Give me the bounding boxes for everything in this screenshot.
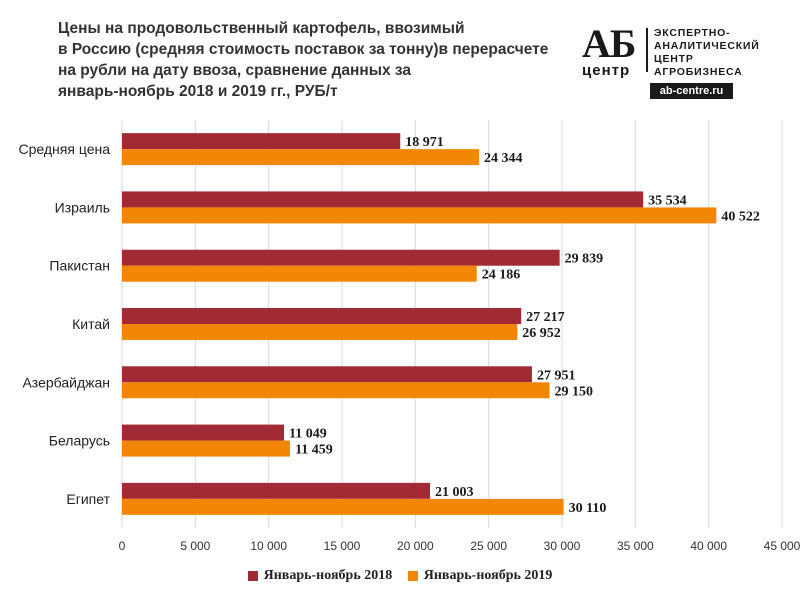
title-line-3: на рубли на дату ввоза, сравнение данных… xyxy=(58,62,412,79)
bar-2018-5 xyxy=(122,424,285,441)
category-label-0: Средняя цена xyxy=(19,141,111,157)
logo-caption: ЭКСПЕРТНО- АНАЛИТИЧЕСКИЙ ЦЕНТР АГРОБИЗНЕ… xyxy=(654,27,760,79)
data-label-2018-6: 21 003 xyxy=(435,485,474,500)
logo-caption-line-3: ЦЕНТР xyxy=(654,53,694,65)
category-label-2: Пакистан xyxy=(49,258,110,274)
title-line-4: январь-ноябрь 2018 и 2019 гг., РУБ/т xyxy=(58,83,338,100)
bar-2018-3 xyxy=(122,308,522,324)
bar-2018-0 xyxy=(122,133,401,150)
data-label-2019-1: 40 522 xyxy=(721,209,760,224)
data-label-2019-2: 24 186 xyxy=(482,268,521,283)
x-tick-label-1: 5 000 xyxy=(180,539,210,553)
bar-2019-0 xyxy=(122,149,480,166)
x-tick-label-9: 45 000 xyxy=(764,539,800,553)
logo-divider xyxy=(646,28,648,72)
bar-2018-4 xyxy=(122,366,532,383)
data-label-2018-4: 27 951 xyxy=(537,368,576,383)
x-tick-label-0: 0 xyxy=(119,539,126,553)
bar-2019-6 xyxy=(122,498,564,515)
legend-label-2018: Январь-ноябрь 2018 xyxy=(263,568,393,583)
logo-centr-text: центр xyxy=(582,62,631,79)
data-label-2018-5: 11 049 xyxy=(289,427,327,442)
bar-2018-2 xyxy=(122,249,560,266)
legend-label-2019: Январь-ноябрь 2019 xyxy=(423,568,553,583)
logo-caption-line-1: ЭКСПЕРТНО- xyxy=(654,27,731,39)
data-label-2019-5: 11 459 xyxy=(295,443,333,458)
x-tick-label-5: 25 000 xyxy=(470,539,507,553)
logo-ab-text: АБ xyxy=(582,21,636,66)
data-label-2019-6: 30 110 xyxy=(569,501,607,516)
bar-2019-4 xyxy=(122,382,550,399)
chart-title: Цены на продовольственный картофель, вво… xyxy=(58,18,573,102)
category-label-5: Беларусь xyxy=(49,433,110,449)
category-label-4: Азербайджан xyxy=(22,374,110,390)
x-tick-label-2: 10 000 xyxy=(250,539,287,553)
category-label-6: Египет xyxy=(66,491,110,507)
x-tick-label-8: 40 000 xyxy=(690,539,727,553)
data-label-2019-4: 29 150 xyxy=(555,384,594,399)
bar-2019-5 xyxy=(122,440,291,457)
chart-legend: Январь-ноябрь 2018 Январь-ноябрь 2019 xyxy=(0,568,800,586)
logo-caption-line-2: АНАЛИТИЧЕСКИЙ xyxy=(654,40,760,52)
bar-2018-1 xyxy=(122,191,644,208)
title-line-2: в Россию (средняя стоимость поставок за … xyxy=(58,41,549,58)
bar-2018-6 xyxy=(122,482,431,499)
logo-caption-line-4: АГРОБИЗНЕСА xyxy=(654,66,743,78)
x-tick-label-3: 15 000 xyxy=(324,539,361,553)
bar-2019-2 xyxy=(122,265,477,282)
data-label-2019-3: 26 952 xyxy=(522,326,561,341)
bar-2019-3 xyxy=(122,324,518,340)
legend-item-2018: Январь-ноябрь 2018 xyxy=(247,568,393,584)
bar-2019-1 xyxy=(122,207,717,224)
data-label-2018-1: 35 534 xyxy=(648,193,687,208)
data-label-2018-0: 18 971 xyxy=(405,135,444,150)
legend-item-2019: Январь-ноябрь 2019 xyxy=(407,568,553,584)
category-label-1: Израиль xyxy=(55,199,110,215)
data-label-2018-2: 29 839 xyxy=(565,252,604,267)
x-tick-label-6: 30 000 xyxy=(544,539,581,553)
x-tick-label-7: 35 000 xyxy=(617,539,654,553)
legend-swatch-2019 xyxy=(407,571,418,581)
category-label-3: Китай xyxy=(72,316,110,332)
data-label-2018-3: 27 217 xyxy=(526,310,565,325)
ab-centre-logo: АБ центр ЭКСПЕРТНО- АНАЛИТИЧЕСКИЙ ЦЕНТР … xyxy=(578,21,778,104)
data-label-2019-0: 24 344 xyxy=(484,151,522,166)
x-tick-label-4: 20 000 xyxy=(397,539,434,553)
title-line-1: Цены на продовольственный картофель, вво… xyxy=(58,20,465,37)
legend-swatch-2018 xyxy=(247,571,258,581)
logo-url: ab-centre.ru xyxy=(650,83,733,99)
